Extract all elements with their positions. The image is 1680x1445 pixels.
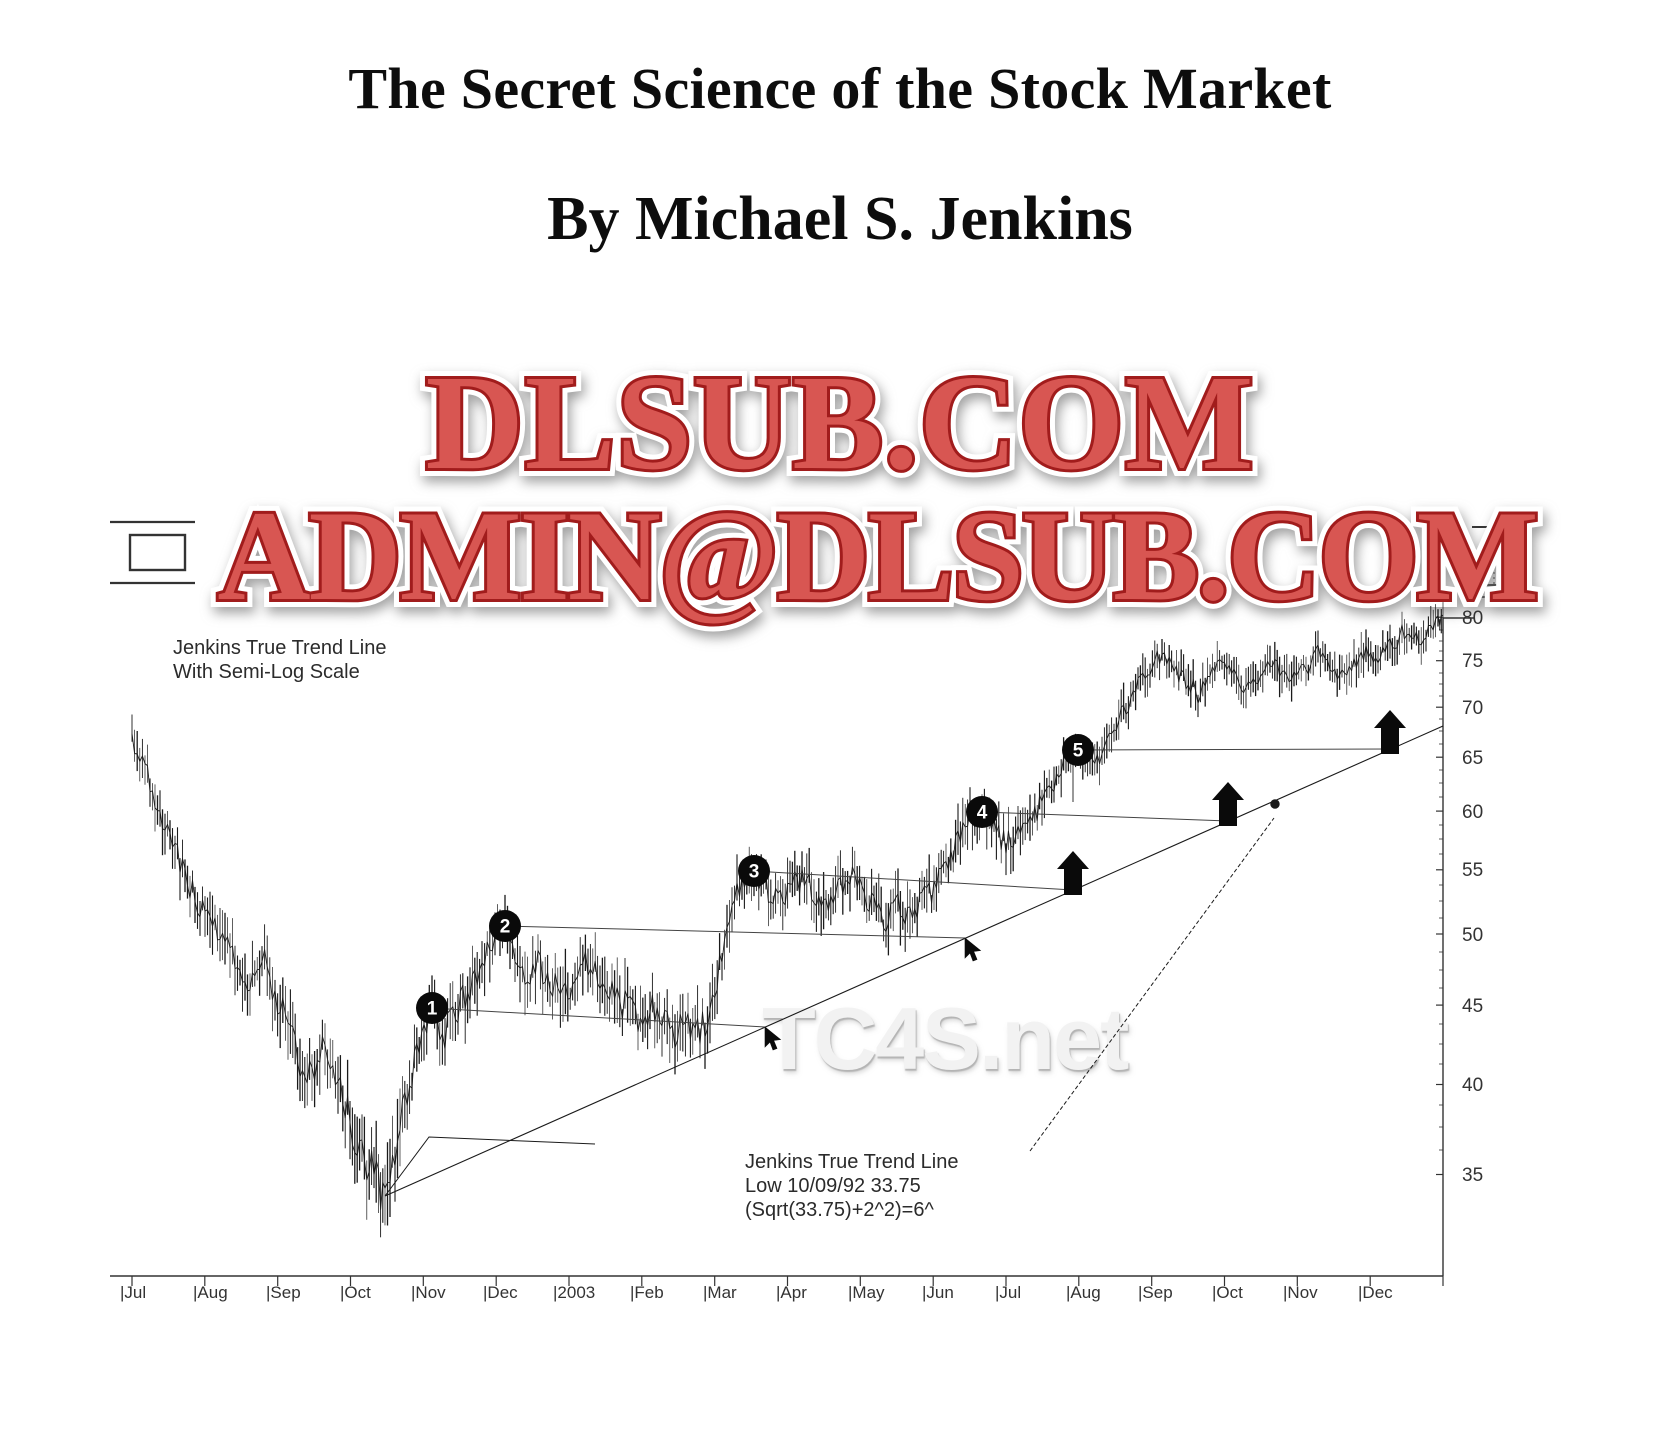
svg-text:|Nov: |Nov bbox=[1283, 1283, 1318, 1302]
svg-text:75: 75 bbox=[1462, 651, 1483, 672]
svg-text:4: 4 bbox=[977, 803, 988, 824]
svg-text:|Sep: |Sep bbox=[266, 1283, 301, 1302]
svg-text:|2003: |2003 bbox=[553, 1283, 595, 1302]
svg-text:|Aug: |Aug bbox=[193, 1283, 228, 1302]
svg-text:|Jul: |Jul bbox=[995, 1283, 1021, 1302]
svg-text:|Feb: |Feb bbox=[630, 1283, 664, 1302]
svg-text:50: 50 bbox=[1462, 925, 1483, 946]
svg-text:|Aug: |Aug bbox=[1066, 1283, 1101, 1302]
svg-text:|Mar: |Mar bbox=[703, 1283, 737, 1302]
svg-text:|Jul: |Jul bbox=[120, 1283, 146, 1302]
svg-text:1: 1 bbox=[427, 999, 438, 1020]
svg-text:|Nov: |Nov bbox=[411, 1283, 446, 1302]
svg-text:|Jun: |Jun bbox=[922, 1283, 954, 1302]
svg-text:|Oct: |Oct bbox=[1212, 1283, 1243, 1302]
svg-text:70: 70 bbox=[1462, 698, 1483, 719]
svg-text:|Dec: |Dec bbox=[1358, 1283, 1393, 1302]
svg-text:65: 65 bbox=[1462, 748, 1483, 769]
svg-text:2: 2 bbox=[500, 917, 511, 938]
svg-text:55: 55 bbox=[1462, 860, 1483, 881]
svg-text:|May: |May bbox=[848, 1283, 885, 1302]
svg-text:|Apr: |Apr bbox=[776, 1283, 807, 1302]
svg-text:|Dec: |Dec bbox=[483, 1283, 518, 1302]
svg-text:45: 45 bbox=[1462, 996, 1483, 1017]
svg-text:80: 80 bbox=[1462, 608, 1483, 629]
svg-text:60: 60 bbox=[1462, 802, 1483, 823]
svg-text:|Sep: |Sep bbox=[1138, 1283, 1173, 1302]
svg-text:|Oct: |Oct bbox=[340, 1283, 371, 1302]
svg-text:3: 3 bbox=[749, 862, 760, 883]
svg-text:40: 40 bbox=[1462, 1075, 1483, 1096]
svg-text:5: 5 bbox=[1073, 741, 1084, 762]
svg-text:35: 35 bbox=[1462, 1165, 1483, 1186]
